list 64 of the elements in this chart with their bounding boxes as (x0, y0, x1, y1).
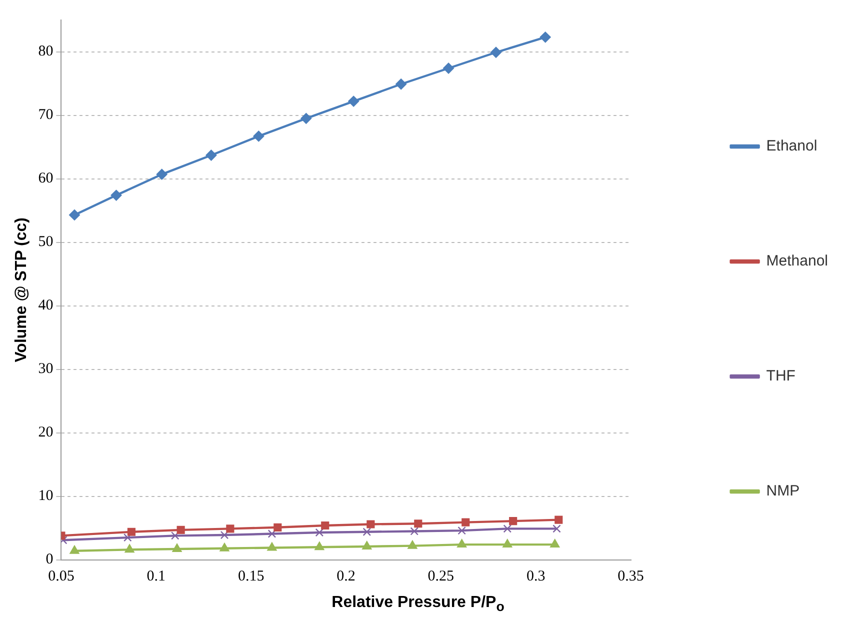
point (410, 527, 418, 536)
point (127, 528, 136, 536)
point (253, 130, 264, 142)
point (509, 517, 518, 526)
point (314, 542, 324, 550)
legend-label: Methanol (766, 252, 828, 270)
y-tick-label: 50 (38, 234, 54, 250)
point (490, 46, 502, 58)
point (267, 542, 277, 551)
point (503, 524, 512, 533)
point (462, 518, 470, 526)
point (414, 520, 422, 528)
point (172, 544, 182, 552)
point (443, 62, 454, 74)
point (540, 32, 551, 43)
point (396, 78, 407, 90)
point (456, 539, 467, 548)
x-tick-label: 0.15 (238, 568, 264, 585)
point (70, 545, 80, 554)
legend-label: THF (766, 368, 796, 385)
y-tick-label: 80 (38, 44, 54, 60)
point (552, 524, 561, 533)
point (226, 524, 234, 533)
point (362, 540, 372, 550)
y-tick-label: 60 (38, 170, 54, 187)
point (176, 526, 185, 534)
point (366, 520, 375, 528)
point (110, 190, 122, 201)
x-tick-label: 0.3 (526, 568, 546, 585)
y-tick-label: 10 (38, 488, 54, 504)
x-axis-title: Relative Pressure P/P$_{o}$ (330, 594, 506, 614)
legend-label: NMP (766, 482, 800, 500)
point (315, 528, 324, 537)
x-tick-label: 0.1 (146, 568, 166, 585)
point (124, 544, 134, 553)
y-tick-label: 0 (46, 552, 54, 568)
y-tick-label: 20 (38, 424, 54, 441)
point (220, 542, 230, 552)
point (458, 526, 466, 535)
x-tick-label: 0.25 (428, 568, 454, 585)
point (68, 209, 80, 220)
point (300, 112, 312, 124)
y-tick-label: 70 (38, 107, 54, 124)
x-tick-label: 0.35 (618, 568, 644, 585)
point (268, 530, 276, 538)
point (362, 528, 372, 536)
point (321, 521, 330, 530)
y-tick-label: 30 (38, 361, 54, 378)
point (502, 539, 512, 548)
x-tick-label: 0.2 (336, 568, 356, 585)
y-tick-label: 40 (38, 298, 54, 314)
x-tick-label: 0.05 (48, 568, 74, 585)
legend-label: Ethanol (766, 138, 818, 155)
point (408, 540, 418, 549)
point (274, 523, 282, 532)
point (206, 150, 217, 161)
point (550, 539, 560, 548)
point (170, 532, 180, 540)
point (124, 533, 132, 542)
point (156, 168, 168, 180)
point (554, 516, 563, 524)
point (348, 96, 360, 107)
point (220, 530, 229, 540)
y-axis-title: Volume @ STP (cc) (13, 217, 30, 362)
